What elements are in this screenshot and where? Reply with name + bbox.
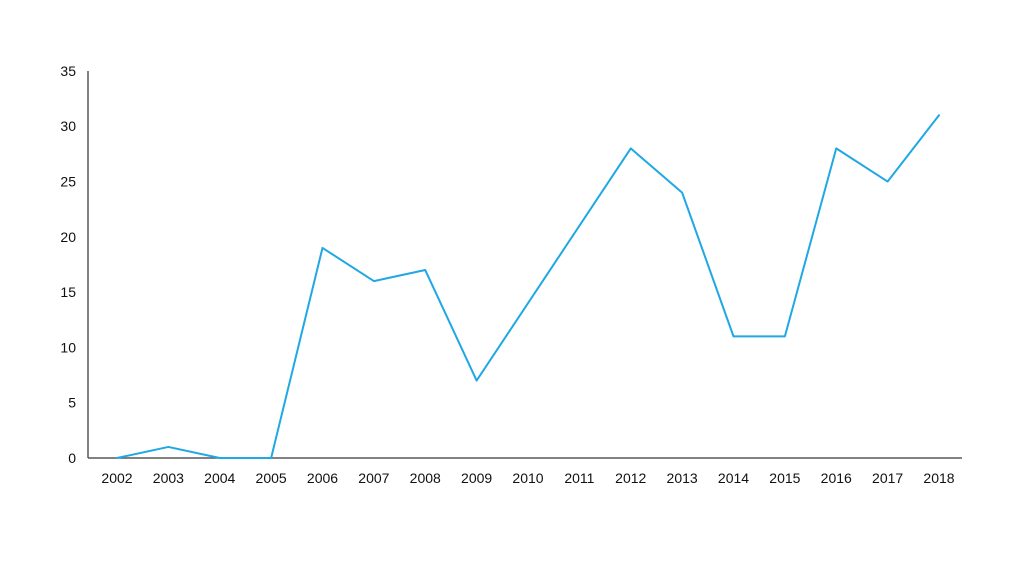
x-tick-label: 2007	[358, 470, 389, 486]
x-tick-label: 2016	[821, 470, 852, 486]
y-tick-label: 20	[60, 229, 76, 245]
data-line	[116, 114, 940, 459]
y-tick-label: 30	[60, 118, 76, 134]
y-tick-label: 25	[60, 173, 76, 189]
x-tick-label: 2006	[307, 470, 338, 486]
x-tick-label: 2011	[564, 470, 594, 486]
y-tick-label: 0	[68, 450, 76, 466]
x-tick-label: 2004	[204, 470, 235, 486]
x-tick-label: 2009	[461, 470, 492, 486]
x-tick-label: 2013	[667, 470, 698, 486]
y-tick-label: 10	[60, 339, 76, 355]
x-tick-label: 2003	[153, 470, 184, 486]
x-tick-label: 2018	[923, 470, 954, 486]
x-tick-label: 2010	[512, 470, 543, 486]
x-tick-label: 2008	[410, 470, 441, 486]
x-tick-label: 2014	[718, 470, 749, 486]
x-tick-label: 2005	[256, 470, 287, 486]
x-tick-label: 2012	[615, 470, 646, 486]
y-tick-label: 15	[60, 284, 76, 300]
x-tick-label: 2015	[769, 470, 800, 486]
x-tick-label: 2002	[101, 470, 132, 486]
x-tick-label: 2017	[872, 470, 903, 486]
y-tick-label: 5	[68, 395, 76, 411]
y-tick-label: 35	[60, 63, 76, 79]
